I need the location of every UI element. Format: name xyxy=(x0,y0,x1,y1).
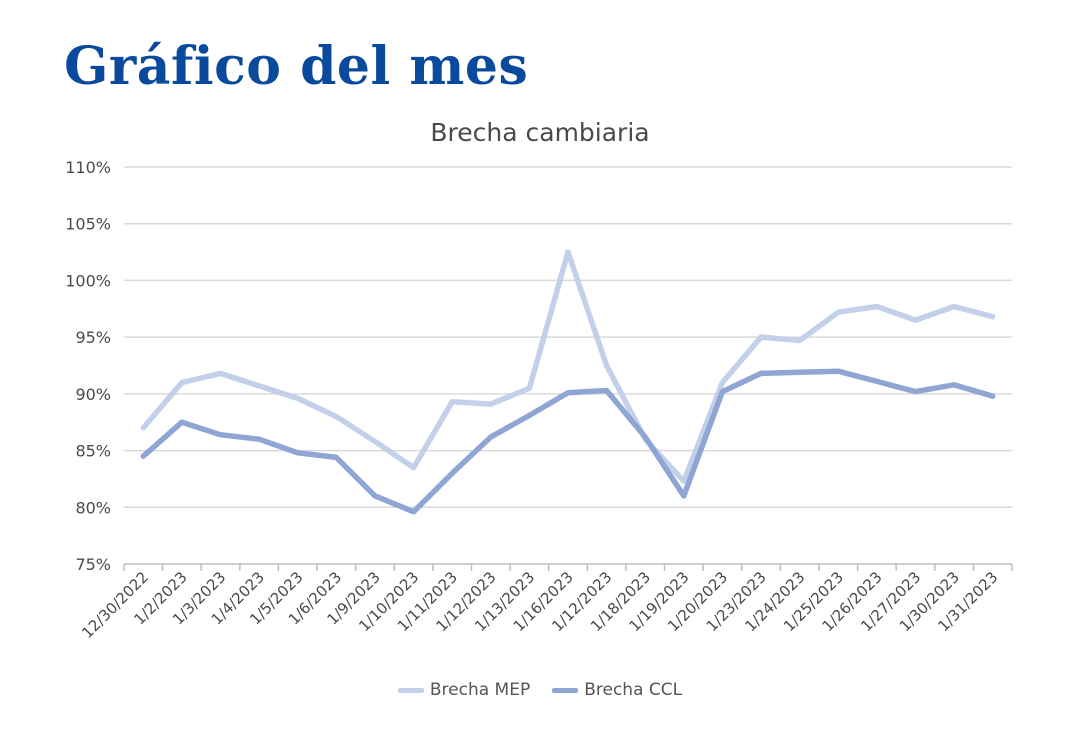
legend-label-mep: Brecha MEP xyxy=(429,680,531,700)
grid-layer xyxy=(123,166,1013,571)
series-layer xyxy=(140,249,996,515)
y-tick-label: 90% xyxy=(75,385,111,404)
x-axis-ticks: 12/30/20221/2/20231/3/20231/4/20231/5/20… xyxy=(78,568,1001,642)
series-line-mep xyxy=(140,249,996,484)
legend-swatch-ccl xyxy=(552,687,579,693)
legend-item-ccl: Brecha CCL xyxy=(552,680,682,700)
legend-item-mep: Brecha MEP xyxy=(397,680,531,700)
y-tick-label: 80% xyxy=(75,498,111,517)
y-tick-label: 85% xyxy=(75,442,111,461)
page-heading: Gráfico del mes xyxy=(64,36,529,97)
legend: Brecha MEP Brecha CCL xyxy=(0,680,1080,700)
legend-swatch-mep xyxy=(397,687,424,693)
y-tick-label: 110% xyxy=(65,158,111,177)
y-tick-label: 95% xyxy=(75,328,111,347)
y-tick-label: 105% xyxy=(65,215,111,234)
chart-title: Brecha cambiaria xyxy=(430,118,650,147)
series-line-ccl xyxy=(140,368,996,515)
y-tick-label: 100% xyxy=(65,271,111,290)
y-tick-label: 75% xyxy=(75,555,111,574)
legend-label-ccl: Brecha CCL xyxy=(584,680,683,700)
y-axis-ticks: 75% 80% 85% 90% 95% 100% 105% 110% xyxy=(65,158,111,574)
